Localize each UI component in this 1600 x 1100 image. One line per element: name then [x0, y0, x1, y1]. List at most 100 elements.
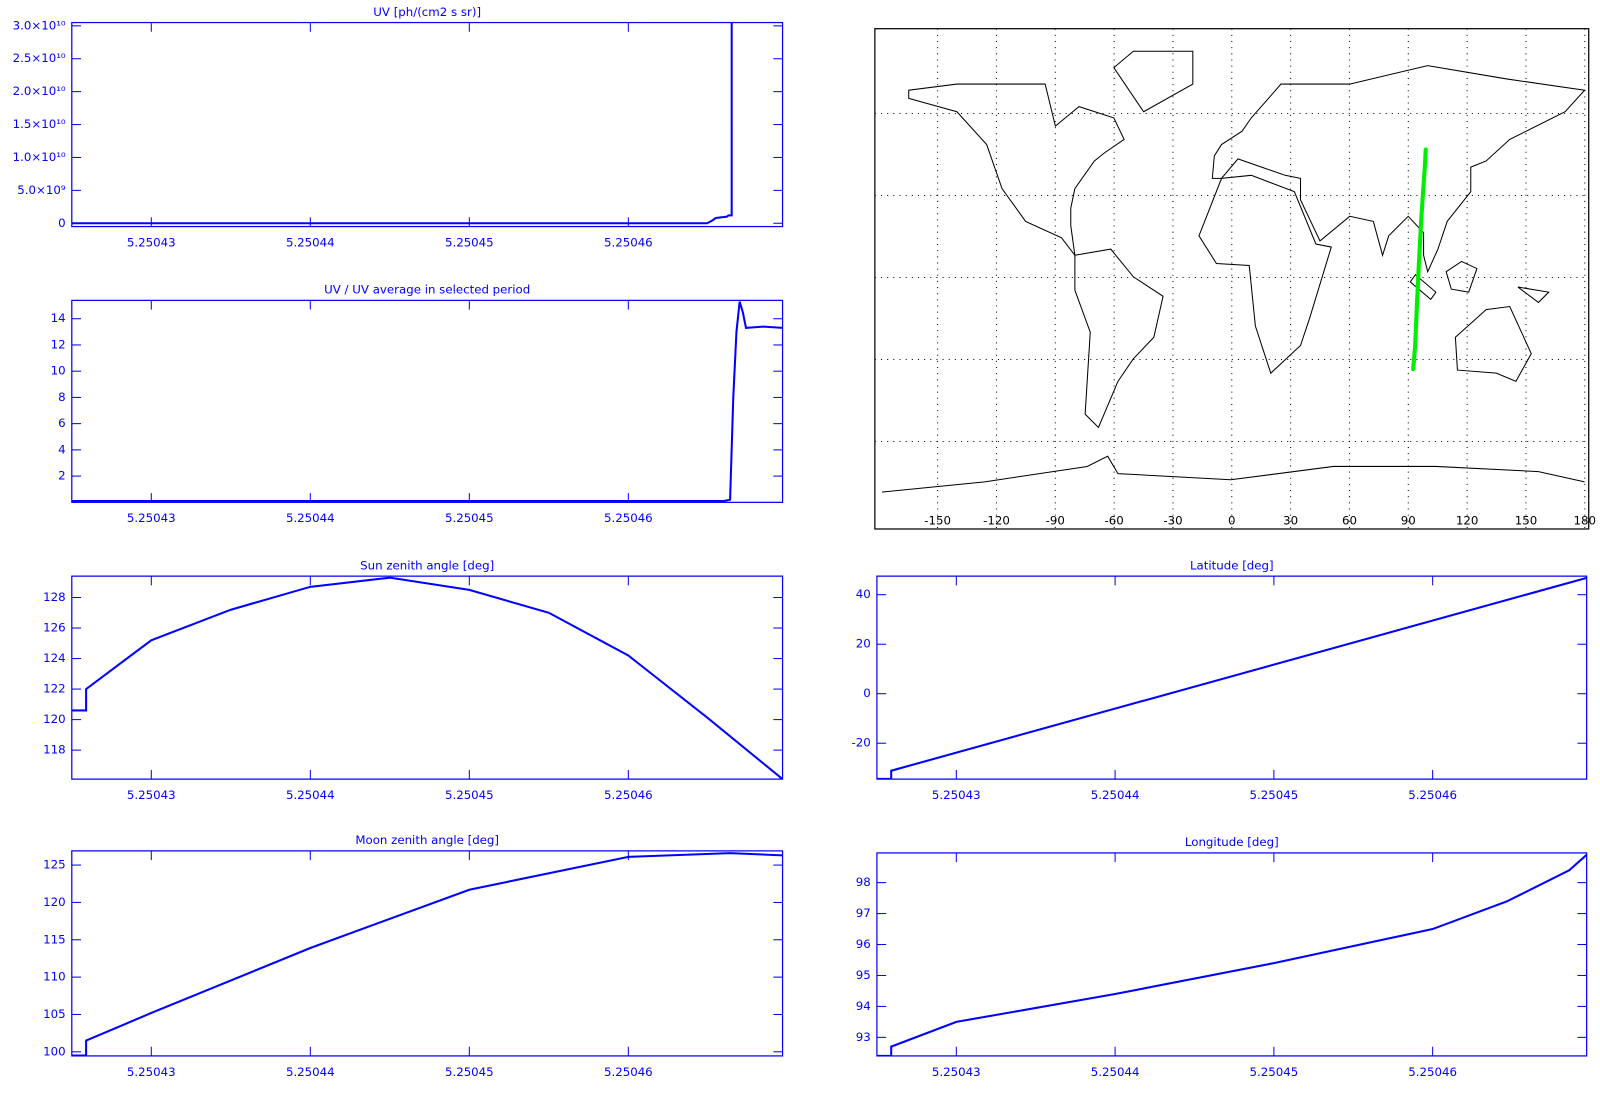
x-tick-label: 5.25045	[445, 235, 494, 249]
panel: UV / UV average in selected period 5.2504…	[51, 283, 784, 525]
data-line	[876, 854, 1587, 1056]
data-line	[71, 22, 733, 225]
x-tick-label: 5.25043	[127, 788, 176, 802]
y-tick-label: 110	[43, 970, 66, 984]
x-tick-label: 5.25043	[932, 788, 981, 802]
panel: -150 -120 -90 -60 -30 0 30 60 90 120 150 180	[874, 28, 1596, 530]
coastline	[1198, 174, 1332, 375]
x-tick-label: -120	[983, 513, 1010, 527]
x-tick-label: 5.25045	[445, 1065, 494, 1079]
y-tick-label: 118	[43, 743, 66, 757]
y-tick-label: 4	[58, 442, 66, 456]
y-tick-label: 14	[51, 311, 66, 325]
y-tick-label: 2	[58, 469, 66, 483]
x-tick-label: 5.25046	[604, 1065, 653, 1079]
ground-track	[1411, 147, 1428, 372]
x-tick-label: 5.25045	[1250, 1065, 1299, 1079]
x-tick-label: -90	[1046, 513, 1065, 527]
y-tick-label: 97	[856, 906, 871, 920]
plot-frame	[71, 575, 784, 780]
y-tick-label: 94	[856, 999, 871, 1013]
y-tick-label: 115	[43, 932, 66, 946]
plot-frame	[876, 852, 1588, 1057]
plot-frame	[71, 21, 784, 228]
x-tick-label: 5.25046	[1408, 1065, 1457, 1079]
y-tick-label: 8	[58, 390, 66, 404]
y-tick-label: 122	[43, 682, 66, 696]
y-tick-label: 96	[856, 937, 871, 951]
y-tick-label: 5.0×10⁹	[17, 183, 66, 197]
coastlines	[882, 50, 1586, 493]
y-tick-label: 93	[856, 1030, 871, 1044]
x-tick-label: 5.25045	[445, 788, 494, 802]
data-line	[71, 576, 783, 780]
x-tick-label: -150	[924, 513, 951, 527]
x-tick-label: 5.25043	[127, 511, 176, 525]
x-tick-label: 5.25044	[286, 788, 335, 802]
x-tick-label: 0	[1228, 513, 1236, 527]
x-tick-label: 5.25046	[604, 235, 653, 249]
y-tick-label: 98	[856, 875, 871, 889]
y-tick-label: 10	[51, 364, 66, 378]
y-tick-label: 120	[43, 712, 66, 726]
x-tick-label: 5.25044	[1091, 788, 1140, 802]
y-tick-label: 128	[43, 590, 66, 604]
x-tick-label: 5.25044	[286, 511, 335, 525]
chart-title: Latitude [deg]	[1190, 558, 1274, 572]
chart-title: Moon zenith angle [deg]	[355, 833, 499, 847]
x-tick-label: 5.25044	[1091, 1065, 1140, 1079]
chart-title: UV / UV average in selected period	[324, 283, 530, 297]
x-tick-label: 5.25044	[286, 235, 335, 249]
plot-frame	[71, 299, 784, 503]
panel: Sun zenith angle [deg] 5.25043 5.25044 5.25…	[43, 558, 784, 802]
x-tick-label: 5.25043	[127, 235, 176, 249]
y-tick-label: 2.0×10¹⁰	[13, 84, 66, 98]
x-tick-label: 5.25046	[604, 788, 653, 802]
y-tick-label: 12	[51, 337, 66, 351]
y-tick-label: 1.0×10¹⁰	[13, 150, 66, 164]
chart-title: Longitude [deg]	[1185, 835, 1279, 849]
coastline	[882, 455, 1585, 493]
data-line	[71, 301, 783, 503]
x-tick-label: 120	[1456, 513, 1479, 527]
y-tick-label: 2.5×10¹⁰	[13, 51, 66, 65]
y-tick-label: 0	[863, 686, 871, 700]
y-tick-label: 0	[58, 216, 66, 230]
y-tick-label: 6	[58, 416, 66, 430]
x-tick-label: 5.25045	[1250, 788, 1299, 802]
y-tick-label: 100	[43, 1044, 66, 1058]
x-tick-label: 5.25043	[127, 1065, 176, 1079]
y-tick-label: 20	[856, 637, 871, 651]
x-tick-label: 5.25043	[932, 1065, 981, 1079]
coastline	[908, 83, 1125, 258]
x-tick-label: 5.25045	[445, 511, 494, 525]
data-line	[876, 576, 1587, 780]
panel: UV [ph/(cm2 s sr)] 5.25043 5.25044 5.25045 5…	[13, 5, 784, 249]
coastline	[1454, 305, 1532, 383]
y-tick-label: 3.0×10¹⁰	[13, 18, 66, 32]
coastline	[1409, 260, 1550, 304]
plot-frame	[876, 575, 1588, 780]
y-tick-label: 95	[856, 968, 871, 982]
y-tick-label: 124	[43, 651, 66, 665]
x-tick-label: 30	[1283, 513, 1298, 527]
plot-frame	[71, 850, 784, 1057]
panel: Moon zenith angle [deg] 5.25043 5.25044 5.2…	[43, 833, 784, 1079]
y-tick-label: 120	[43, 895, 66, 909]
panel: Latitude [deg] 5.25043 5.25044 5.25045 5.250…	[852, 558, 1588, 802]
coastline	[1113, 50, 1194, 113]
x-tick-label: 60	[1342, 513, 1357, 527]
data-line	[71, 852, 783, 1056]
chart-title: Sun zenith angle [deg]	[360, 558, 494, 572]
coastline	[1074, 248, 1164, 429]
y-tick-label: 105	[43, 1007, 66, 1021]
chart-title: UV [ph/(cm2 s sr)]	[373, 5, 481, 19]
panel: Longitude [deg] 5.25043 5.25044 5.25045 5.25…	[856, 835, 1588, 1079]
y-tick-label: 126	[43, 621, 66, 635]
y-tick-label: 125	[43, 858, 66, 872]
x-tick-label: 5.25044	[286, 1065, 335, 1079]
y-tick-label: -20	[852, 736, 871, 750]
x-tick-label: 5.25046	[604, 511, 653, 525]
x-tick-label: -60	[1105, 513, 1124, 527]
